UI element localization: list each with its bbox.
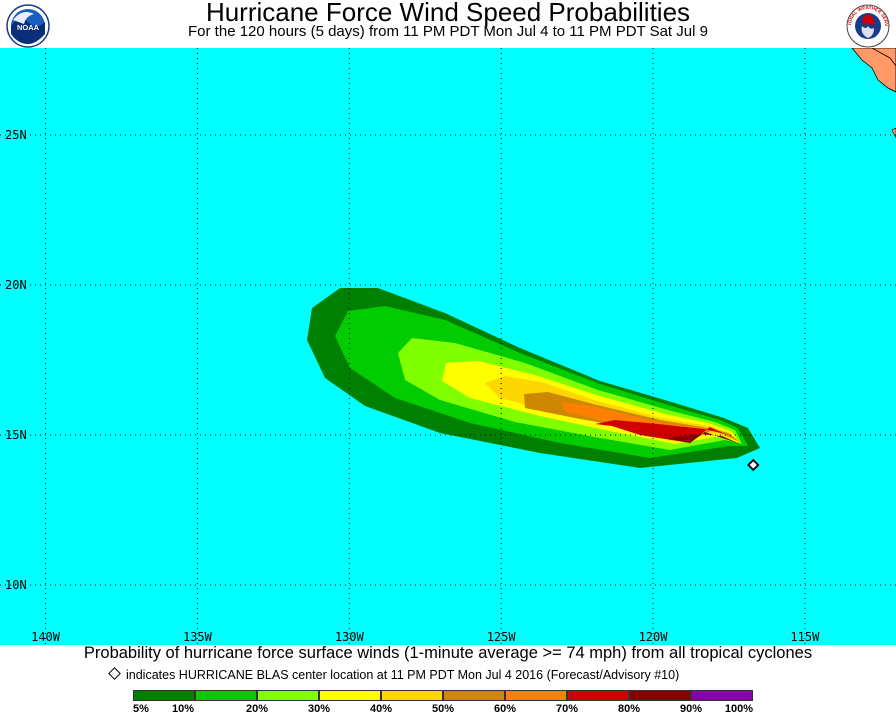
probability-zone-70pct (595, 420, 740, 443)
page-title: Hurricane Force Wind Speed Probabilities (205, 0, 691, 27)
legend-label: 5% (133, 703, 149, 715)
storm-center-note-text: indicates HURRICANE BLAS center location… (126, 668, 680, 682)
legend-color-box (505, 690, 567, 701)
probability-legend (133, 690, 753, 702)
legend-color-box (133, 690, 195, 701)
legend-color-box (257, 690, 319, 701)
storm-center-marker (747, 458, 760, 472)
page-subtitle: For the 120 hours (5 days) from 11 PM PD… (188, 23, 708, 40)
lon-tick-label: 140W (31, 630, 61, 644)
legend-label: 80% (617, 703, 641, 715)
lon-tick-label: 130W (335, 630, 365, 644)
land-coastline (851, 48, 896, 93)
lat-tick-label: 15N (5, 428, 27, 442)
lat-tick-label: 20N (5, 278, 27, 292)
map-caption: Probability of hurricane force surface w… (83, 644, 813, 662)
lon-tick-label: 135W (183, 630, 213, 644)
legend-color-box (629, 690, 691, 701)
lon-tick-label: 125W (487, 630, 517, 644)
legend-label: 50% (431, 703, 455, 715)
lon-tick-label: 120W (639, 630, 669, 644)
legend-label: 20% (245, 703, 269, 715)
legend-label: 90% (679, 703, 703, 715)
probability-map: 140W 135W 130W 125W 120W 115W 25N 20N 15N 10N (0, 48, 896, 645)
legend-color-box (381, 690, 443, 701)
axis-labels: 140W 135W 130W 125W 120W 115W 25N 20N 15N 10N (5, 128, 820, 644)
legend-color-box (691, 690, 753, 701)
noaa-logo: NOAA (6, 4, 50, 48)
legend-color-box (195, 690, 257, 701)
legend-label: 40% (369, 703, 393, 715)
legend-label: 100% (724, 703, 754, 715)
lat-tick-label: 10N (5, 578, 27, 592)
legend-label: 10% (171, 703, 195, 715)
storm-center-diamond (747, 458, 760, 472)
legend-color-box (319, 690, 381, 701)
legend-label: 60% (493, 703, 517, 715)
storm-center-marker-icon (108, 667, 121, 681)
probability-zones (307, 288, 760, 468)
storm-center-note: indicates HURRICANE BLAS center location… (108, 667, 680, 683)
national-weather-service-logo: NATIONAL WEATHER SERVICE (846, 4, 890, 48)
land-peninsula (871, 48, 896, 67)
legend-label: 30% (307, 703, 331, 715)
lat-tick-label: 25N (5, 128, 27, 142)
lon-tick-label: 115W (790, 630, 820, 644)
probability-zone-80pct (665, 432, 740, 444)
legend-color-box (443, 690, 505, 701)
header: NOAA Hurricane Force Wind Speed Probabil… (0, 0, 896, 48)
legend-color-box (567, 690, 629, 701)
noaa-logo-text: NOAA (17, 23, 40, 32)
legend-label: 70% (555, 703, 579, 715)
probability-legend-labels: 5% 10% 20% 30% 40% 50% 60% 70% 80% 90% 100% (0, 703, 896, 716)
